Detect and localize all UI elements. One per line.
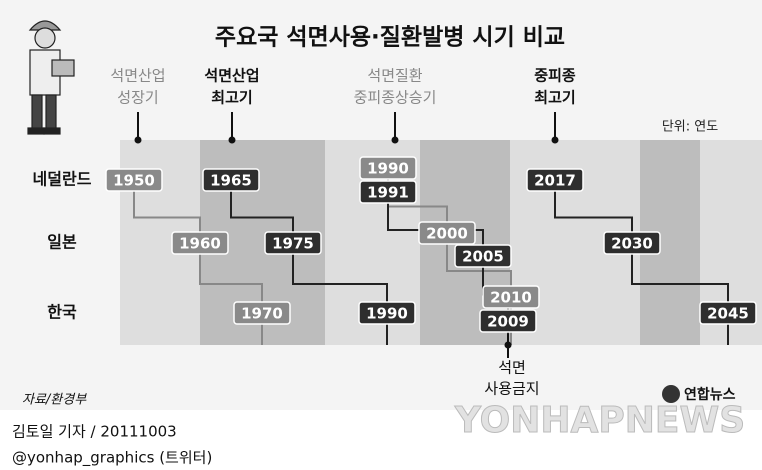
pointer-dot [552,137,559,144]
year-label: 1960 [179,235,221,253]
pointer-dot [135,137,142,144]
year-label: 2000 [426,225,468,243]
year-label: 2005 [462,248,504,266]
year-label: 1990 [367,160,409,178]
stage-label: 성장기 [117,89,158,107]
ban-label: 사용금지 [484,380,539,398]
stage-label: 석면산업 [204,67,259,85]
pointer-dot [505,342,512,349]
ban-label: 석면 [498,359,526,377]
year-label: 1965 [210,172,252,190]
year-label: 2009 [487,313,529,331]
twitter: @yonhap_graphics (트위터) [12,449,212,467]
country-label: 일본 [47,233,77,252]
year-label: 2045 [707,305,749,323]
year-label: 2030 [611,235,653,253]
year-label: 1970 [241,305,283,323]
stage-label: 중피종 [534,67,576,85]
stage-label: 중피종상승기 [354,89,437,107]
year-label: 2010 [490,289,532,307]
stage-label: 최고기 [211,89,252,107]
pointer-dot [392,137,399,144]
pointer-dot [229,137,236,144]
year-label: 2017 [534,172,576,190]
credit: 김토일 기자 / 20111003 [12,423,177,441]
stage-label: 석면질환 [367,67,422,85]
year-label: 1975 [272,235,314,253]
infographic: 주요국 석면사용·질환발병 시기 비교 단위: 연도 자료/환경부 연합뉴스 Y… [0,0,762,466]
unit: 단위: 연도 [662,120,718,135]
year-label: 1990 [366,305,408,323]
country-label: 네덜란드 [33,170,92,189]
country-label: 한국 [47,303,77,322]
stage-label: 최고기 [534,89,575,107]
year-label: 1950 [113,172,155,190]
title: 주요국 석면사용·질환발병 시기 비교 [215,25,565,51]
year-label: 1991 [367,184,409,202]
watermark: YONHAPNEWS [454,400,745,441]
source: 자료/환경부 [22,393,87,408]
stage-label: 석면산업 [110,67,165,85]
